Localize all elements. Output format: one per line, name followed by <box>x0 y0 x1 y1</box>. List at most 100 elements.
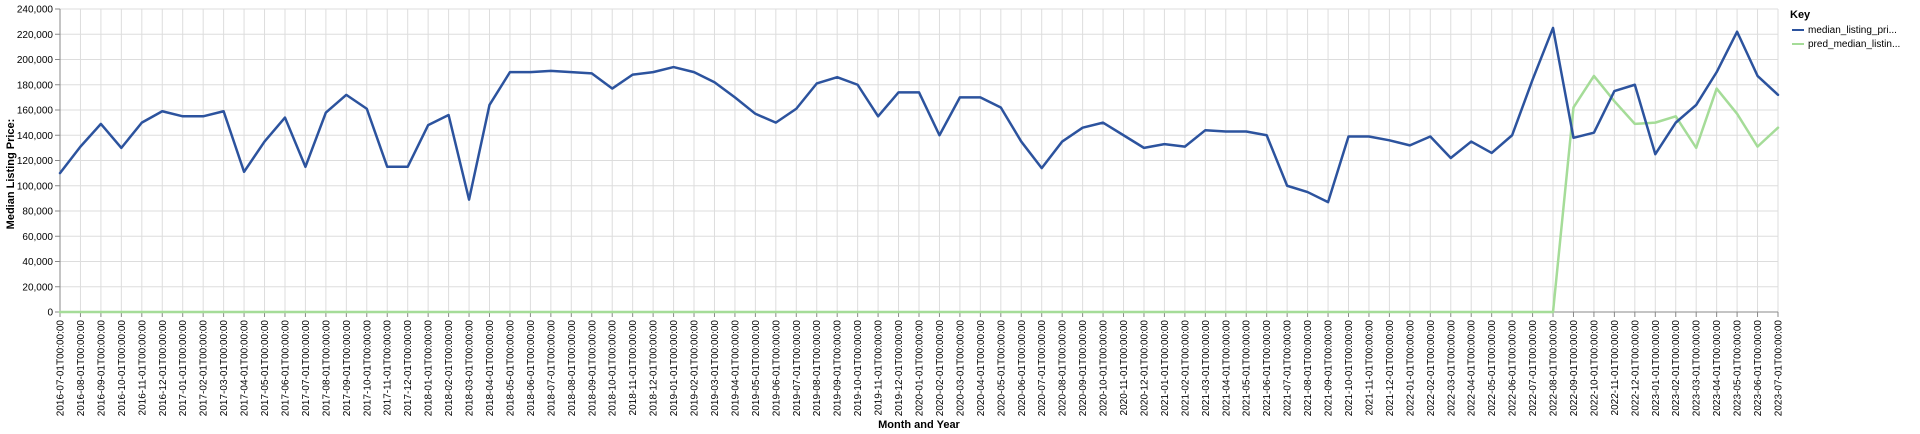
x-tick-label: 2017-01-01T00:00:00 <box>178 320 189 417</box>
x-tick-label: 2018-06-01T00:00:00 <box>526 320 537 417</box>
x-tick-label: 2018-09-01T00:00:00 <box>587 320 598 417</box>
x-tick-label: 2018-12-01T00:00:00 <box>649 320 660 417</box>
x-tick-label: 2023-06-01T00:00:00 <box>1753 320 1764 417</box>
x-tick-label: 2023-05-01T00:00:00 <box>1733 320 1744 417</box>
x-tick-label: 2022-12-01T00:00:00 <box>1630 320 1641 417</box>
x-tick-label: 2016-12-01T00:00:00 <box>158 320 169 417</box>
x-tick-label: 2019-07-01T00:00:00 <box>792 320 803 417</box>
x-tick-label: 2022-10-01T00:00:00 <box>1589 320 1600 417</box>
x-tick-label: 2016-07-01T00:00:00 <box>56 320 67 417</box>
series-line-0 <box>58 26 1780 204</box>
x-tick-label: 2017-09-01T00:00:00 <box>342 320 353 417</box>
x-tick-label: 2020-05-01T00:00:00 <box>996 320 1007 417</box>
x-axis-title: Month and Year <box>878 419 960 431</box>
x-tick-label: 2017-05-01T00:00:00 <box>260 320 271 417</box>
x-tick-label: 2021-12-01T00:00:00 <box>1385 320 1396 417</box>
x-tick-label: 2021-05-01T00:00:00 <box>1242 320 1253 417</box>
y-tick-label: 120,000 <box>17 156 54 167</box>
x-tick-label: 2018-02-01T00:00:00 <box>444 320 455 417</box>
x-tick-label: 2019-04-01T00:00:00 <box>730 320 741 417</box>
x-tick-label: 2020-12-01T00:00:00 <box>1139 320 1150 417</box>
x-tick-label: 2023-02-01T00:00:00 <box>1671 320 1682 417</box>
y-tick-label: 80,000 <box>22 207 53 218</box>
x-tick-label: 2017-12-01T00:00:00 <box>403 320 414 417</box>
legend-label: pred_median_listin... <box>1808 39 1900 50</box>
x-tick-label: 2022-05-01T00:00:00 <box>1487 320 1498 417</box>
series-lines <box>58 26 1780 314</box>
x-tick-label: 2022-03-01T00:00:00 <box>1446 320 1457 417</box>
x-tick-label: 2022-06-01T00:00:00 <box>1508 320 1519 417</box>
x-tick-label: 2020-07-01T00:00:00 <box>1037 320 1048 417</box>
x-tick-label: 2020-09-01T00:00:00 <box>1078 320 1089 417</box>
x-tick-label: 2020-01-01T00:00:00 <box>915 320 926 417</box>
x-tick-label: 2017-07-01T00:00:00 <box>301 320 312 417</box>
x-tick-label: 2019-03-01T00:00:00 <box>710 320 721 417</box>
x-tick-label: 2022-07-01T00:00:00 <box>1528 320 1539 417</box>
x-tick-label: 2018-11-01T00:00:00 <box>628 320 639 416</box>
x-tick-label: 2018-05-01T00:00:00 <box>505 320 516 417</box>
x-tick-label: 2016-08-01T00:00:00 <box>76 320 87 417</box>
x-tick-label: 2019-06-01T00:00:00 <box>771 320 782 417</box>
x-tick-label: 2020-06-01T00:00:00 <box>1017 320 1028 417</box>
x-tick-label: 2017-11-01T00:00:00 <box>383 320 394 416</box>
y-tick-label: 40,000 <box>22 257 53 268</box>
x-tick-label: 2018-03-01T00:00:00 <box>465 320 476 417</box>
x-tick-label: 2021-03-01T00:00:00 <box>1201 320 1212 417</box>
x-tick-label: 2018-01-01T00:00:00 <box>424 320 435 417</box>
y-tick-label: 220,000 <box>17 30 54 41</box>
x-tick-label: 2017-10-01T00:00:00 <box>362 320 373 417</box>
x-tick-label: 2019-02-01T00:00:00 <box>690 320 701 417</box>
x-tick-label: 2021-01-01T00:00:00 <box>1160 320 1171 417</box>
y-tick-label: 160,000 <box>17 106 54 117</box>
y-axis-title: Median Listing Price: <box>5 119 17 230</box>
y-axis: 0 20,000 40,000 60,000 80,000 100,000 120,000 1… <box>17 5 61 319</box>
x-tick-label: 2020-02-01T00:00:00 <box>935 320 946 417</box>
x-tick-label: 2020-10-01T00:00:00 <box>1099 320 1110 417</box>
y-tick-label: 200,000 <box>17 55 54 66</box>
x-tick-label: 2020-08-01T00:00:00 <box>1058 320 1069 417</box>
y-tick-label: 60,000 <box>22 232 53 243</box>
x-tick-label: 2019-08-01T00:00:00 <box>812 320 823 417</box>
x-tick-label: 2019-05-01T00:00:00 <box>751 320 762 417</box>
x-tick-label: 2017-06-01T00:00:00 <box>280 320 291 417</box>
x-tick-label: 2018-04-01T00:00:00 <box>485 320 496 417</box>
x-tick-label: 2022-09-01T00:00:00 <box>1569 320 1580 417</box>
legend: Key median_listing_pri... pred_median_lis… <box>1790 9 1900 50</box>
x-tick-label: 2016-11-01T00:00:00 <box>137 320 148 416</box>
x-tick-label: 2022-02-01T00:00:00 <box>1426 320 1437 417</box>
legend-label: median_listing_pri... <box>1808 25 1897 36</box>
x-tick-label: 2021-09-01T00:00:00 <box>1324 320 1335 417</box>
y-tick-label: 20,000 <box>22 282 53 293</box>
x-tick-label: 2019-12-01T00:00:00 <box>894 320 905 417</box>
x-tick-label: 2017-04-01T00:00:00 <box>240 320 251 417</box>
y-tick-label: 100,000 <box>17 181 54 192</box>
x-tick-label: 2021-07-01T00:00:00 <box>1283 320 1294 417</box>
x-tick-label: 2018-07-01T00:00:00 <box>546 320 557 417</box>
x-tick-label: 2019-11-01T00:00:00 <box>874 320 885 416</box>
x-tick-label: 2023-01-01T00:00:00 <box>1651 320 1662 417</box>
x-tick-label: 2017-08-01T00:00:00 <box>321 320 332 417</box>
x-tick-label: 2020-03-01T00:00:00 <box>955 320 966 417</box>
x-tick-label: 2023-04-01T00:00:00 <box>1712 320 1723 417</box>
series-line-1 <box>58 74 1780 314</box>
x-tick-label: 2019-10-01T00:00:00 <box>853 320 864 417</box>
x-tick-label: 2023-07-01T00:00:00 <box>1774 320 1785 417</box>
x-tick-label: 2017-02-01T00:00:00 <box>199 320 210 417</box>
x-tick-label: 2019-09-01T00:00:00 <box>833 320 844 417</box>
x-tick-label: 2018-10-01T00:00:00 <box>608 320 619 417</box>
x-tick-label: 2022-01-01T00:00:00 <box>1405 320 1416 417</box>
x-tick-label: 2021-10-01T00:00:00 <box>1344 320 1355 417</box>
y-tick-label: 140,000 <box>17 131 54 142</box>
y-tick-label: 180,000 <box>17 80 54 91</box>
x-tick-label: 2020-04-01T00:00:00 <box>976 320 987 417</box>
y-tick-label: 240,000 <box>17 5 54 16</box>
x-tick-label: 2019-01-01T00:00:00 <box>669 320 680 417</box>
legend-title: Key <box>1790 9 1811 21</box>
grid-lines <box>59 8 1779 313</box>
x-tick-label: 2016-10-01T00:00:00 <box>117 320 128 417</box>
x-tick-label: 2022-11-01T00:00:00 <box>1610 320 1621 416</box>
y-tick-label: 0 <box>47 308 53 319</box>
x-tick-label: 2022-04-01T00:00:00 <box>1467 320 1478 417</box>
x-tick-label: 2021-04-01T00:00:00 <box>1221 320 1232 417</box>
